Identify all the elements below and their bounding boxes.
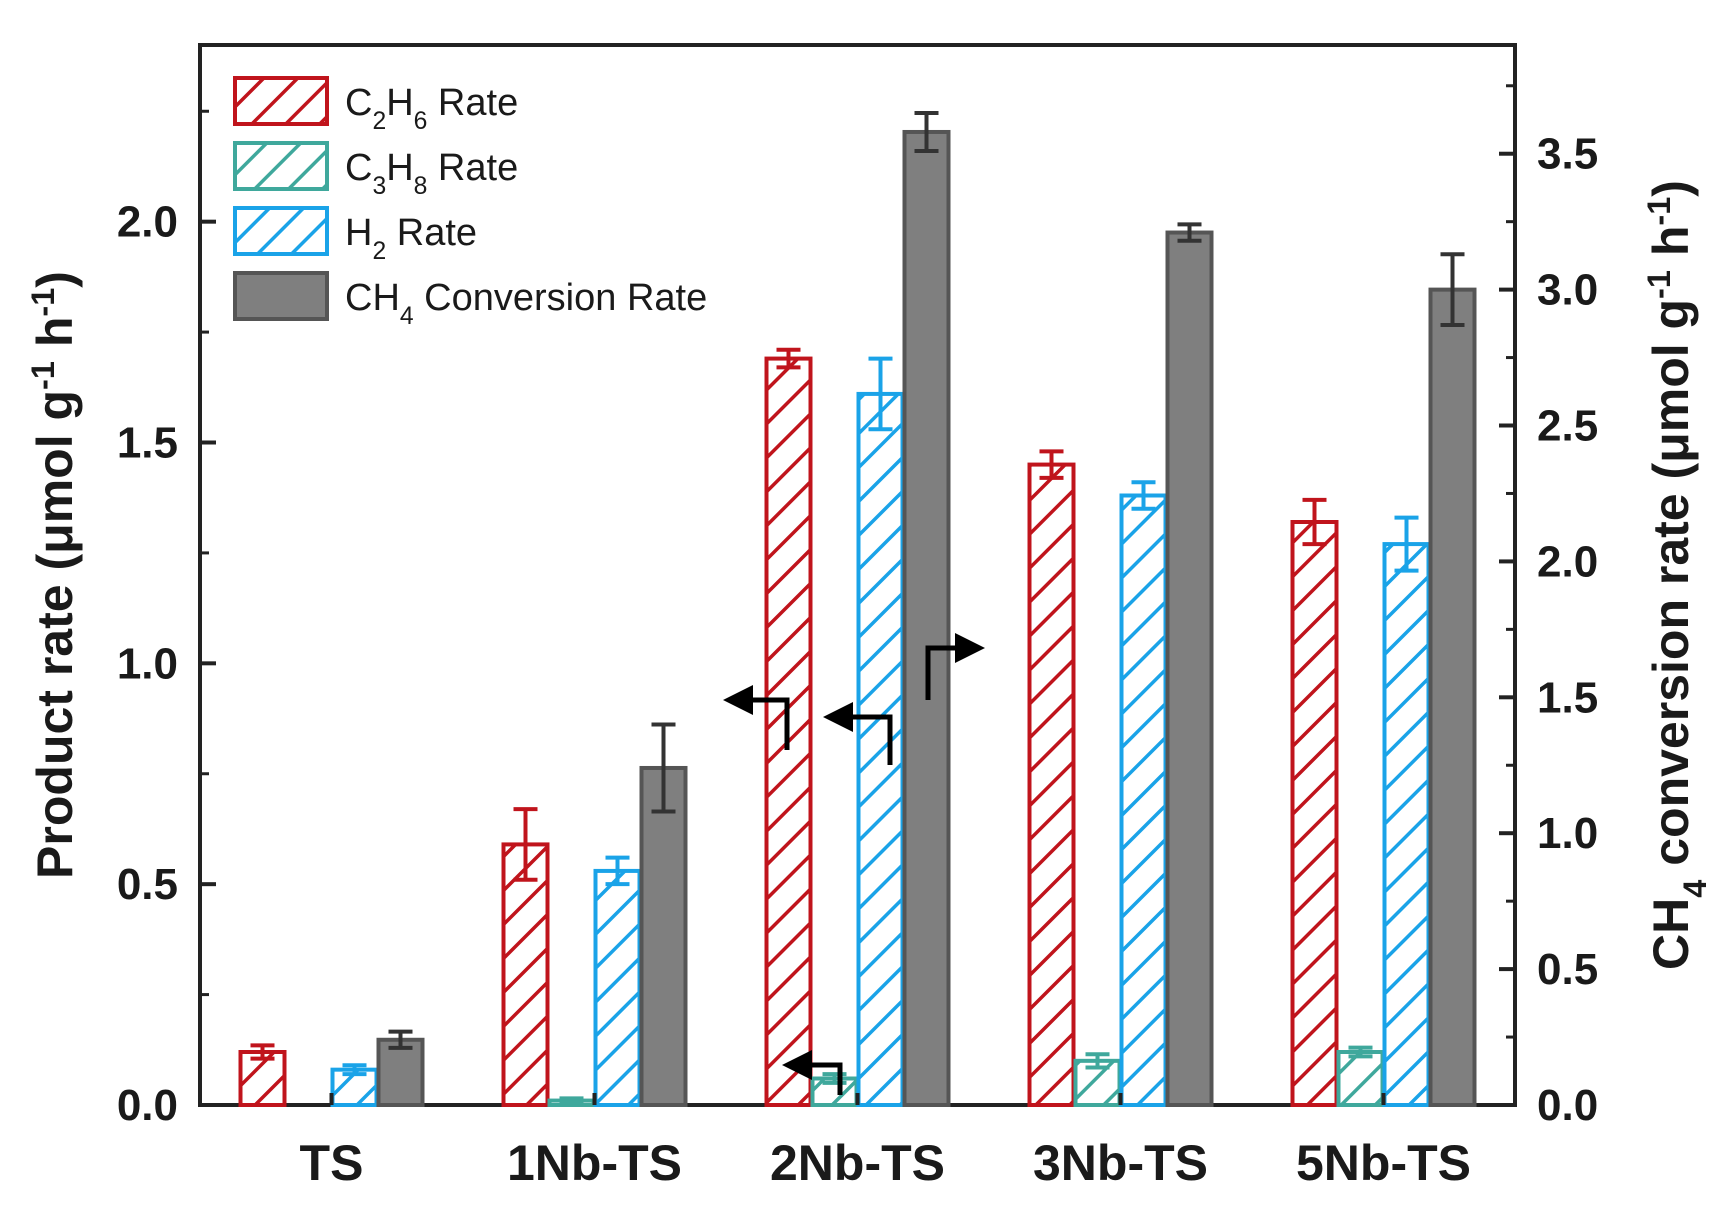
bar-h2-rate-2nb-ts xyxy=(856,391,905,1107)
error-bar-c3h8-rate-1nb-ts xyxy=(559,1096,584,1105)
bar-c2h6-rate-5nb-ts xyxy=(1290,520,1339,1107)
legend-swatch-c3h8-rate xyxy=(233,141,329,191)
error-bar-c3h8-rate-5nb-ts xyxy=(1348,1045,1373,1059)
legend-swatch-ch4-conversion-rate xyxy=(233,271,329,321)
error-bar-h2-rate-5nb-ts xyxy=(1394,515,1419,573)
category-label-2nb-ts: 2Nb-TS xyxy=(770,1135,945,1191)
legend-label-c3h8-rate: C3H8 Rate xyxy=(345,147,518,200)
legend: C2H6 Rate C3H8 Rate H2 Rate CH4 Conversion … xyxy=(233,76,707,330)
right-tick-label: 0.0 xyxy=(1537,1081,1598,1130)
category-label-ts: TS xyxy=(300,1135,364,1191)
bar-ch4-conversion-rate-3nb-ts xyxy=(1165,230,1214,1108)
right-axis-ticks: 0.0 0.5 1.0 1.5 2.0 2.5 3.0 3.5 xyxy=(1499,84,1598,1130)
error-bar-c2h6-rate-1nb-ts xyxy=(513,807,538,882)
error-bar-c2h6-rate-5nb-ts xyxy=(1302,497,1327,547)
category-label-1nb-ts: 1Nb-TS xyxy=(507,1135,682,1191)
arrow-ch4-to-right-axis xyxy=(925,633,985,700)
legend-label-ch4-conversion-rate: CH4 Conversion Rate xyxy=(345,277,707,330)
legend-label-c2h6-rate: C2H6 Rate xyxy=(345,82,518,135)
error-bar-ch4-conversion-rate-3nb-ts xyxy=(1177,222,1202,243)
bar-h2-rate-5nb-ts xyxy=(1382,542,1431,1107)
left-axis-title: Product rate (μmol g-1 h-1) xyxy=(25,271,83,879)
left-tick-label: 2.0 xyxy=(117,198,178,247)
bar-ch4-conversion-rate-1nb-ts xyxy=(639,765,688,1107)
legend-swatch-c2h6-rate xyxy=(233,76,329,126)
arrow-c2h6-to-left-axis xyxy=(723,685,790,750)
arrow-c3h8-to-left-axis xyxy=(782,1050,843,1095)
legend-swatch-h2-rate xyxy=(233,206,329,256)
bar-c2h6-rate-3nb-ts xyxy=(1027,462,1076,1108)
error-bars-layer xyxy=(250,110,1465,1105)
legend-label-h2-rate: H2 Rate xyxy=(345,212,477,265)
error-bar-h2-rate-3nb-ts xyxy=(1131,480,1156,511)
bar-h2-rate-1nb-ts xyxy=(593,868,642,1108)
left-tick-label: 0.5 xyxy=(117,860,178,909)
bar-c3h8-rate-5nb-ts xyxy=(1336,1050,1385,1107)
right-tick-label: 2.5 xyxy=(1537,402,1598,451)
bar-ch4-conversion-rate-5nb-ts xyxy=(1428,287,1477,1108)
bar-h2-rate-3nb-ts xyxy=(1119,493,1168,1107)
error-bar-h2-rate-1nb-ts xyxy=(605,855,630,887)
left-tick-label: 0.0 xyxy=(117,1081,178,1130)
right-tick-label: 1.5 xyxy=(1537,673,1598,722)
error-bar-h2-rate-ts xyxy=(342,1063,367,1077)
error-bar-ch4-conversion-rate-2nb-ts xyxy=(914,110,939,153)
bar-c2h6-rate-1nb-ts xyxy=(501,842,550,1108)
arrow-h2-to-left-axis xyxy=(823,702,893,765)
error-bar-c2h6-rate-2nb-ts xyxy=(776,347,801,370)
right-tick-label: 3.0 xyxy=(1537,266,1598,315)
bar-ch4-conversion-rate-2nb-ts xyxy=(902,129,951,1107)
category-label-5nb-ts: 5Nb-TS xyxy=(1296,1135,1471,1191)
left-axis-ticks: 0.0 0.5 1.0 1.5 2.0 xyxy=(117,109,216,1130)
right-axis-title: CH4 conversion rate (μmol g-1 h-1) xyxy=(1641,180,1713,970)
error-bar-c3h8-rate-3nb-ts xyxy=(1085,1052,1110,1070)
error-bar-ch4-conversion-rate-ts xyxy=(388,1029,413,1050)
right-tick-label: 2.0 xyxy=(1537,537,1598,586)
error-bar-h2-rate-2nb-ts xyxy=(868,356,893,432)
left-tick-label: 1.0 xyxy=(117,639,178,688)
axis-arrows xyxy=(723,633,985,1095)
left-tick-label: 1.5 xyxy=(117,419,178,468)
error-bar-c2h6-rate-ts xyxy=(250,1043,275,1061)
right-tick-label: 0.5 xyxy=(1537,945,1598,994)
error-bar-c2h6-rate-3nb-ts xyxy=(1039,449,1064,480)
category-labels: TS 1Nb-TS 2Nb-TS 3Nb-TS 5Nb-TS xyxy=(300,1093,1471,1191)
error-bar-ch4-conversion-rate-1nb-ts xyxy=(651,722,676,814)
right-tick-label: 3.5 xyxy=(1537,130,1598,179)
category-label-3nb-ts: 3Nb-TS xyxy=(1033,1135,1208,1191)
right-tick-label: 1.0 xyxy=(1537,809,1598,858)
error-bar-ch4-conversion-rate-5nb-ts xyxy=(1440,252,1465,327)
